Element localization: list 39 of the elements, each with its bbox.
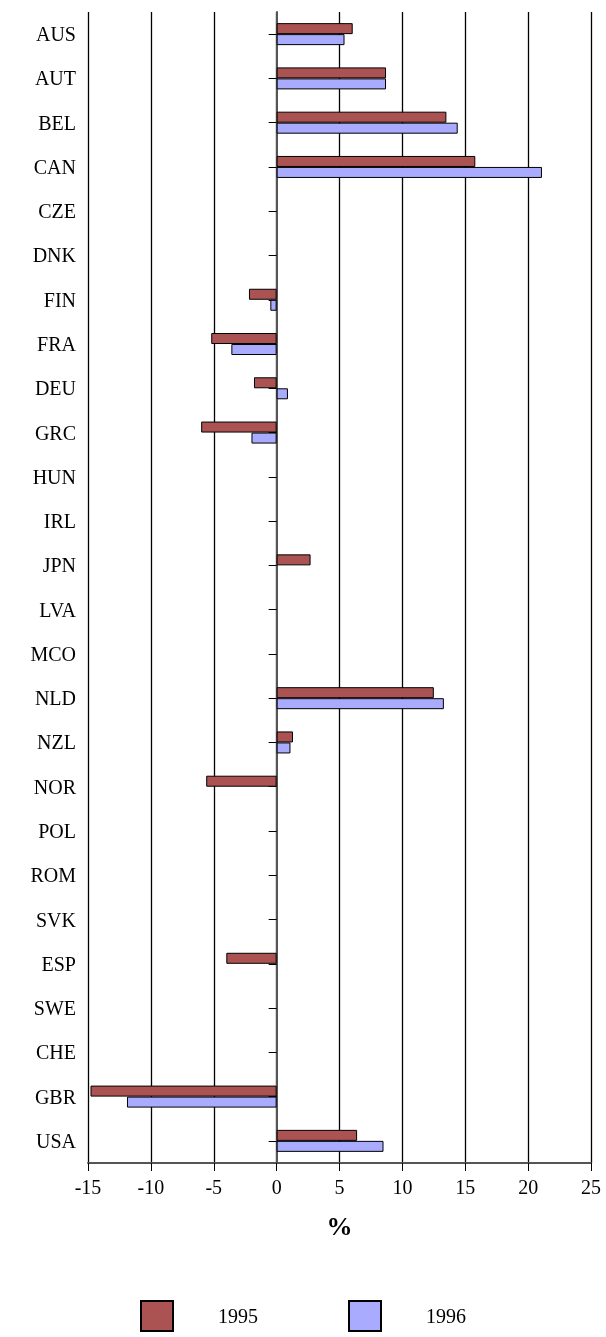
y-tick-label: USA xyxy=(35,1129,77,1152)
y-tick-label: FRA xyxy=(37,333,77,356)
x-tick-label: 20 xyxy=(518,1176,539,1198)
y-tick-label: CHE xyxy=(36,1041,76,1064)
legend-label: 1995 xyxy=(218,1305,258,1327)
y-tick-label: JPN xyxy=(42,554,76,577)
x-tick-label: -15 xyxy=(74,1176,102,1198)
bar xyxy=(226,952,277,964)
y-tick-label: POL xyxy=(38,819,76,842)
y-tick-label: BEL xyxy=(38,111,76,134)
y-tick-label: HUN xyxy=(32,465,76,488)
y-tick-label: IRL xyxy=(43,510,76,533)
x-tick-label: 5 xyxy=(334,1176,345,1198)
y-tick-label: GRC xyxy=(34,421,76,444)
x-tick-label: 0 xyxy=(271,1176,282,1198)
x-tick-label: 15 xyxy=(455,1176,476,1198)
y-tick-label: FIN xyxy=(43,288,76,311)
legend-label: 1996 xyxy=(426,1305,466,1327)
y-tick-label: SWE xyxy=(33,997,76,1020)
x-tick-label: -5 xyxy=(205,1176,223,1198)
x-tick-label: 25 xyxy=(581,1176,601,1198)
y-tick-label: NOR xyxy=(33,775,77,798)
y-tick-label: MCO xyxy=(30,642,76,665)
y-tick-label: AUS xyxy=(35,23,76,46)
y-tick-label: DEU xyxy=(34,377,77,400)
y-tick-label: CZE xyxy=(38,200,76,223)
y-tick-label: SVK xyxy=(35,908,77,931)
y-tick-label: NZL xyxy=(37,731,76,754)
y-tick-label: GBR xyxy=(34,1085,77,1108)
y-tick-label: ROM xyxy=(30,864,77,887)
y-tick-label: ESP xyxy=(41,952,76,975)
y-tick-label: DNK xyxy=(32,244,77,267)
x-tick-label: 10 xyxy=(392,1176,413,1198)
y-tick-label: AUT xyxy=(34,67,76,90)
y-tick-label: NLD xyxy=(34,687,76,710)
x-tick-label: -10 xyxy=(137,1176,165,1198)
y-tick-label: CAN xyxy=(33,155,76,178)
y-tick-label: LVA xyxy=(39,598,77,621)
x-axis-title: % xyxy=(326,1211,353,1241)
